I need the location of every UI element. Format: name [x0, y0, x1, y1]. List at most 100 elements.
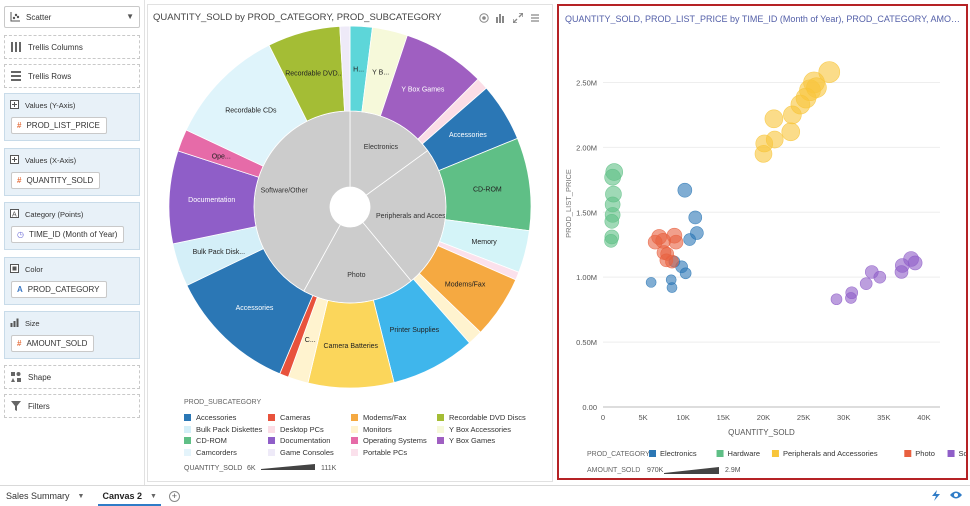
slot-y-axis[interactable]: Values (Y-Axis) # PROD_LIST_PRICE [4, 93, 140, 141]
data-element-pill[interactable]: ◷ TIME_ID (Month of Year) [11, 226, 125, 243]
legend-swatch [351, 437, 358, 444]
chevron-down-icon[interactable]: ▼ [77, 492, 85, 500]
scatter-point[interactable] [604, 214, 620, 229]
legend-item[interactable]: Modems/Fax [351, 413, 406, 422]
scatter-point[interactable] [683, 233, 696, 246]
sunburst-inner-label: Peripherals and Accesso... [376, 213, 459, 220]
scatter-point[interactable] [604, 234, 618, 248]
chart-type-icon[interactable] [496, 13, 506, 23]
scatter-point[interactable] [679, 267, 692, 280]
x-tick-label: 5K [639, 413, 648, 422]
legend-item[interactable]: Recordable DVD Discs [437, 413, 526, 422]
scatter-point[interactable] [660, 247, 674, 261]
scatter-point[interactable] [845, 292, 857, 304]
legend-item[interactable]: CD-ROM [184, 436, 227, 445]
tab-sales-summary[interactable]: Sales Summary ▼ [0, 486, 90, 506]
slot-color[interactable]: Color A PROD_CATEGORY [4, 257, 140, 305]
scatter-point[interactable] [818, 61, 841, 83]
speak-icon[interactable] [479, 13, 489, 23]
scatter-chart[interactable]: 0.00 0.50M 1.00M 1.50M 2.00M 2.50M 0 5K 10K 15K 20… [559, 6, 966, 478]
slot-x-axis[interactable]: Values (X-Axis) # QUANTITY_SOLD [4, 148, 140, 196]
sunburst-visualization[interactable]: QUANTITY_SOLD by PROD_CATEGORY, PROD_SUB… [147, 4, 553, 482]
maximize-icon[interactable] [512, 12, 524, 24]
values-icon [10, 100, 20, 110]
legend-item[interactable]: Y Box Games [437, 436, 495, 445]
legend-item[interactable]: Monitors [351, 425, 392, 434]
legend-item[interactable]: Desktop PCs [268, 425, 324, 434]
legend-item[interactable]: Documentation [268, 436, 330, 445]
eye-icon[interactable] [950, 490, 962, 503]
sunburst-outer-label: C... [305, 337, 316, 344]
scatter-point[interactable] [783, 105, 802, 125]
legend-label: Modems/Fax [363, 413, 407, 422]
scatter-point[interactable] [830, 293, 843, 306]
scatter-point[interactable] [873, 270, 887, 284]
pill-label: PROD_CATEGORY [27, 285, 100, 294]
legend-label: Game Consoles [280, 447, 334, 457]
legend-item[interactable]: Accessories [184, 413, 236, 422]
legend-item[interactable]: Bulk Pack Diskettes [184, 425, 262, 434]
trellis-columns-drop[interactable]: Trellis Columns [4, 35, 140, 59]
scatter-point[interactable] [688, 210, 703, 225]
data-element-pill[interactable]: # PROD_LIST_PRICE [11, 117, 107, 134]
menu-icon[interactable] [530, 13, 540, 23]
chevron-down-icon[interactable]: ▼ [150, 492, 157, 500]
sunburst-chart[interactable]: Electronics Peripherals and Accesso... Pho… [148, 23, 552, 408]
legend-swatch [947, 450, 955, 457]
scatter-point[interactable] [764, 109, 784, 129]
legend-label[interactable]: Peripherals and Accessories [783, 449, 878, 458]
sunburst-outer-segment[interactable] [339, 25, 351, 112]
scatter-point[interactable] [668, 234, 684, 250]
sunburst-outer-label: Accessories [449, 132, 487, 139]
scatter-point[interactable] [604, 168, 621, 186]
trellis-rows-drop[interactable]: Trellis Rows [4, 64, 140, 88]
sunburst-outer-label: H... [353, 66, 364, 73]
add-canvas-icon[interactable]: + [168, 490, 180, 502]
scatter-point[interactable] [754, 145, 773, 163]
chart-type-dropdown[interactable]: Scatter ▼ [4, 6, 140, 28]
legend-swatch [649, 450, 656, 457]
scatter-point[interactable] [907, 255, 923, 271]
scatter-point[interactable] [647, 234, 663, 250]
scatter-point[interactable] [677, 182, 693, 198]
sunburst-outer-label: Printer Supplies [390, 327, 440, 334]
scatter-point[interactable] [894, 265, 909, 279]
pill-label: TIME_ID (Month of Year) [28, 230, 118, 239]
slot-size[interactable]: Size # AMOUNT_SOLD [4, 311, 140, 359]
legend-label[interactable]: Electronics [660, 449, 697, 458]
scatter-point[interactable] [781, 122, 801, 142]
legend-item[interactable]: Y Box Accessories [437, 425, 511, 434]
scatter-point[interactable] [859, 277, 873, 290]
data-element-pill[interactable]: # QUANTITY_SOLD [11, 172, 101, 189]
slot-category[interactable]: A Category (Points) ◷ TIME_ID (Month of Ye… [4, 202, 140, 250]
legend-label[interactable]: Hardware [728, 449, 761, 458]
scatter-point[interactable] [645, 277, 657, 288]
trellis-columns-icon [11, 42, 21, 52]
scatter-size-legend-label: AMOUNT_SOLD [587, 467, 640, 474]
sunburst-outer-label: Modems/Fax [445, 282, 486, 289]
legend-item[interactable]: Portable PCs [351, 448, 407, 457]
legend-label: Desktop PCs [280, 424, 324, 434]
svg-text:A: A [12, 212, 17, 219]
legend-label: Y Box Games [449, 436, 496, 445]
filters-drop[interactable]: Filters [4, 394, 140, 418]
legend-swatch [268, 414, 275, 421]
tab-canvas-2[interactable]: Canvas 2 ▼ [96, 486, 162, 506]
x-tick-label: 30K [837, 413, 850, 422]
shape-drop[interactable]: Shape [4, 365, 140, 389]
legend-label[interactable]: Software/Other [959, 449, 966, 458]
data-element-pill[interactable]: A PROD_CATEGORY [11, 281, 107, 298]
legend-item[interactable]: Game Consoles [268, 448, 334, 457]
sunburst-outer-label: Camera Batteries [324, 343, 379, 350]
scatter-visualization[interactable]: QUANTITY_SOLD, PROD_LIST_PRICE by TIME_I… [557, 4, 968, 480]
y-axis-title: PROD_LIST_PRICE [564, 169, 573, 238]
legend-item[interactable]: Operating Systems [351, 436, 427, 445]
scatter-point[interactable] [666, 282, 678, 293]
size-icon [10, 318, 20, 328]
legend-item[interactable]: Camcorders [184, 448, 237, 457]
data-element-pill[interactable]: # AMOUNT_SOLD [11, 335, 95, 352]
refresh-icon[interactable] [931, 490, 941, 503]
legend-label[interactable]: Photo [915, 449, 935, 458]
legend-item[interactable]: Cameras [268, 413, 310, 422]
y-tick-label: 0.50M [576, 338, 597, 347]
